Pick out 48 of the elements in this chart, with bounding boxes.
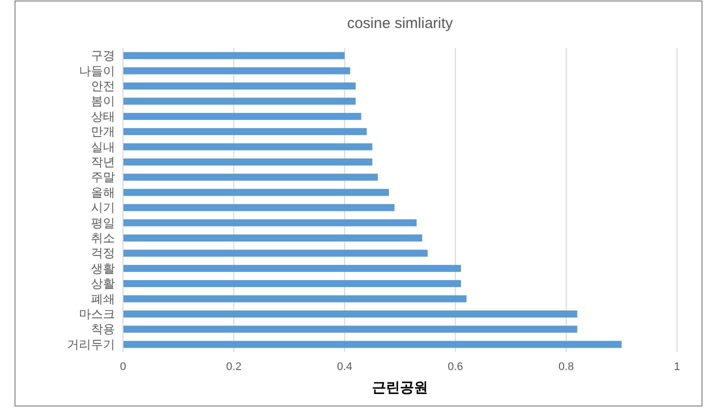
bar [123,295,466,302]
bar [123,219,417,226]
x-tick-label: 0.8 [558,361,574,373]
bar [123,67,350,74]
bar [123,158,372,166]
chart-title: cosine simliarity [347,15,454,32]
bar [123,52,345,60]
y-tick-label: 안전 [91,79,115,93]
x-tick-label: 0 [120,361,126,373]
y-tick-label: 나들이 [79,64,115,78]
y-tick-label: 올해 [91,185,115,200]
y-tick-label: 취소 [91,231,115,245]
y-tick-label: 만개 [91,124,115,139]
bar [123,112,362,120]
y-tick-label: 생활 [91,261,115,276]
y-tick-label: 시기 [91,200,115,215]
y-tick-label: 평일 [91,216,115,230]
bar [123,174,378,181]
x-axis-title: 근린공원 [372,379,428,395]
y-tick-label: 작년 [91,155,115,169]
bar [123,234,422,242]
bar [123,204,394,212]
y-tick-label: 상태 [91,109,115,124]
bar [123,310,578,318]
bar [123,250,428,257]
y-tick-label: 상활 [91,276,115,291]
x-tick-label: 0.6 [448,361,464,373]
bar [123,340,622,348]
bar [123,98,356,105]
y-tick-label: 마스크 [79,307,115,321]
y-tick-label: 착용 [91,322,115,336]
bar [123,82,356,90]
x-tick-label: 1 [674,361,680,373]
bar [123,188,389,196]
y-tick-label: 거리두기 [67,337,115,352]
bar [123,264,461,272]
bar [123,280,461,288]
y-tick-label: 구경 [91,48,115,63]
bar [123,128,367,136]
y-tick-label: 폐쇄 [91,292,115,306]
bar [123,326,578,333]
y-tick-label: 실내 [91,140,115,154]
x-tick-label: 0.4 [336,361,352,373]
y-tick-label: 걱정 [91,246,115,260]
bar [123,143,372,150]
y-tick-label: 봄이 [91,94,115,108]
x-tick-label: 0.2 [226,361,242,373]
y-tick-label: 주말 [91,170,115,184]
